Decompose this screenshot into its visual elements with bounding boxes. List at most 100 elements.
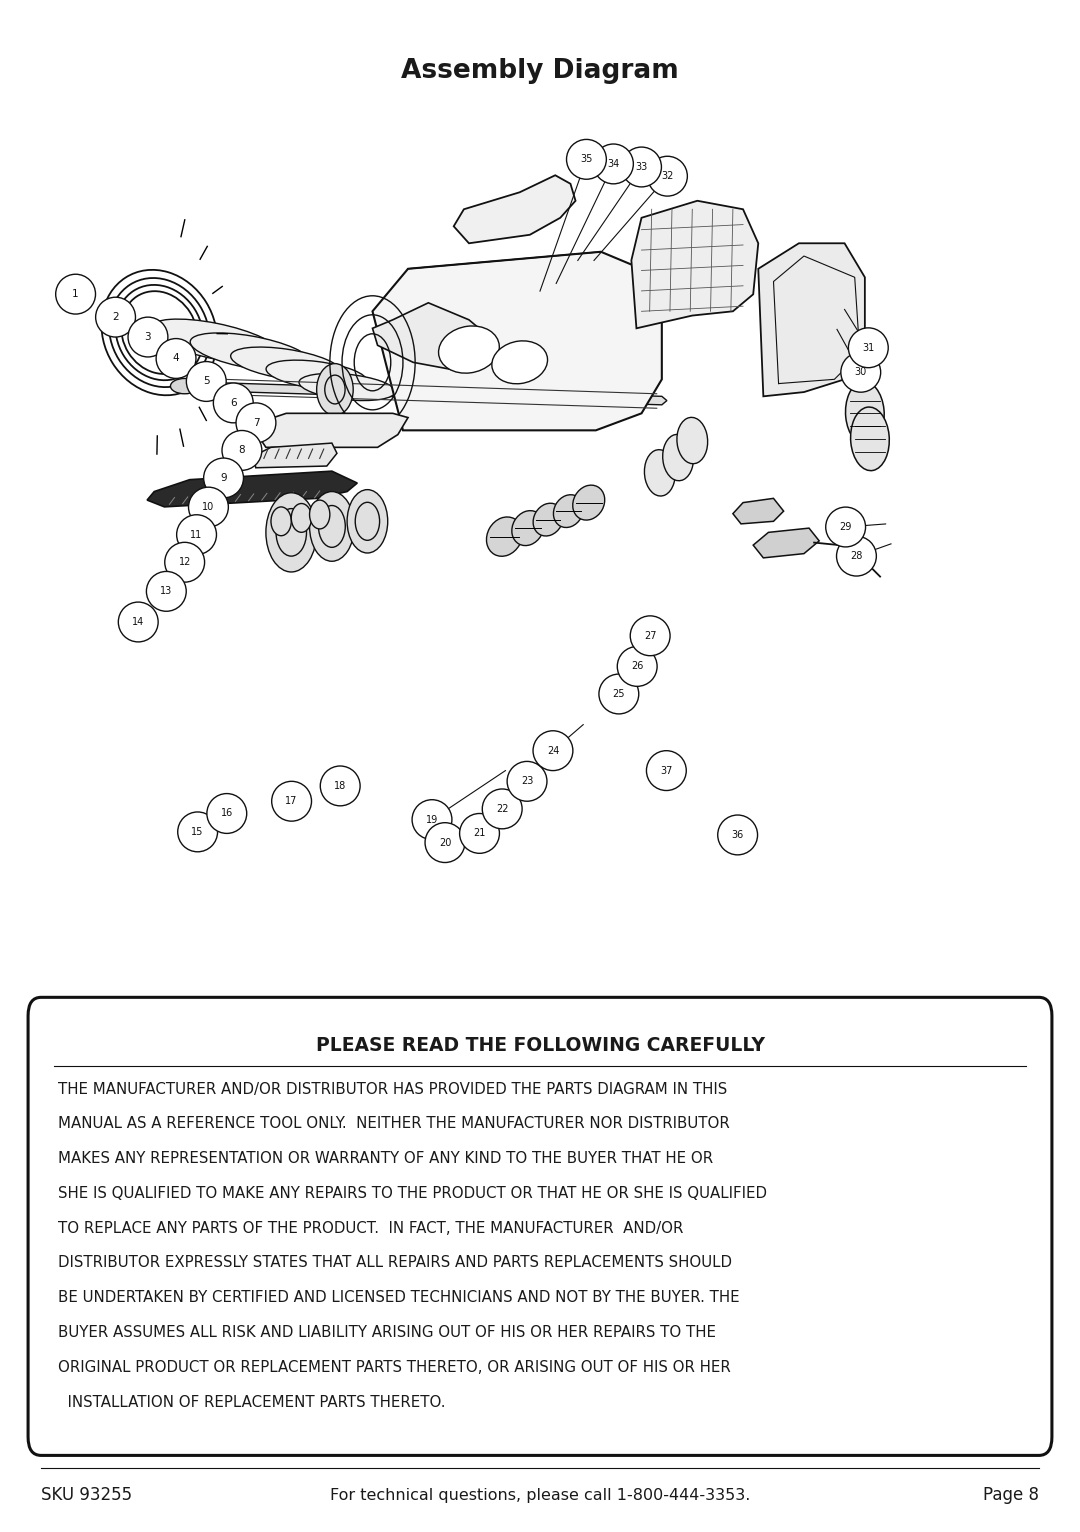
- Ellipse shape: [618, 647, 657, 686]
- Ellipse shape: [177, 515, 216, 555]
- Text: 1: 1: [72, 290, 79, 299]
- Polygon shape: [373, 303, 499, 371]
- Ellipse shape: [355, 502, 379, 541]
- Ellipse shape: [150, 319, 281, 363]
- Ellipse shape: [190, 332, 311, 371]
- Ellipse shape: [677, 417, 707, 464]
- Text: TO REPLACE ANY PARTS OF THE PRODUCT.  IN FACT, THE MANUFACTURER  AND/OR: TO REPLACE ANY PARTS OF THE PRODUCT. IN …: [58, 1221, 684, 1236]
- Text: 18: 18: [334, 781, 347, 791]
- Text: MANUAL AS A REFERENCE TOOL ONLY.  NEITHER THE MANUFACTURER NOR DISTRIBUTOR: MANUAL AS A REFERENCE TOOL ONLY. NEITHER…: [58, 1117, 730, 1131]
- Text: 29: 29: [839, 522, 852, 532]
- Text: 14: 14: [132, 617, 145, 627]
- Text: MAKES ANY REPRESENTATION OR WARRANTY OF ANY KIND TO THE BUYER THAT HE OR: MAKES ANY REPRESENTATION OR WARRANTY OF …: [58, 1151, 714, 1166]
- Circle shape: [292, 504, 311, 532]
- Circle shape: [316, 363, 353, 415]
- Text: 4: 4: [173, 354, 179, 363]
- Ellipse shape: [321, 766, 360, 806]
- Text: 21: 21: [473, 829, 486, 838]
- Text: Assembly Diagram: Assembly Diagram: [401, 58, 679, 84]
- Ellipse shape: [645, 450, 675, 496]
- Ellipse shape: [438, 326, 499, 374]
- Ellipse shape: [165, 542, 204, 582]
- Text: 13: 13: [160, 587, 173, 596]
- Polygon shape: [373, 251, 662, 430]
- Text: PLEASE READ THE FOLLOWING CAREFULLY: PLEASE READ THE FOLLOWING CAREFULLY: [315, 1036, 765, 1054]
- Text: DISTRIBUTOR EXPRESSLY STATES THAT ALL REPAIRS AND PARTS REPLACEMENTS SHOULD: DISTRIBUTOR EXPRESSLY STATES THAT ALL RE…: [58, 1256, 732, 1270]
- Circle shape: [325, 375, 346, 404]
- Ellipse shape: [718, 815, 757, 855]
- Text: 5: 5: [203, 377, 210, 386]
- Ellipse shape: [56, 274, 95, 314]
- Text: 12: 12: [178, 558, 191, 567]
- Ellipse shape: [508, 761, 546, 801]
- Ellipse shape: [157, 339, 195, 378]
- Ellipse shape: [486, 516, 523, 556]
- Text: 10: 10: [202, 502, 215, 512]
- Text: 27: 27: [644, 631, 657, 640]
- Ellipse shape: [851, 408, 889, 470]
- Ellipse shape: [147, 571, 186, 611]
- Circle shape: [271, 507, 292, 536]
- Ellipse shape: [222, 430, 261, 470]
- Ellipse shape: [266, 493, 316, 571]
- Text: 22: 22: [496, 804, 509, 813]
- Ellipse shape: [663, 435, 693, 481]
- Text: For technical questions, please call 1-800-444-3353.: For technical questions, please call 1-8…: [329, 1488, 751, 1503]
- Text: INSTALLATION OF REPLACEMENT PARTS THERETO.: INSTALLATION OF REPLACEMENT PARTS THERET…: [58, 1394, 446, 1409]
- Ellipse shape: [178, 812, 217, 852]
- Text: BE UNDERTAKEN BY CERTIFIED AND LICENSED TECHNICIANS AND NOT BY THE BUYER. THE: BE UNDERTAKEN BY CERTIFIED AND LICENSED …: [58, 1290, 740, 1305]
- Ellipse shape: [129, 317, 167, 357]
- Text: 17: 17: [285, 797, 298, 806]
- Text: BUYER ASSUMES ALL RISK AND LIABILITY ARISING OUT OF HIS OR HER REPAIRS TO THE: BUYER ASSUMES ALL RISK AND LIABILITY ARI…: [58, 1325, 716, 1340]
- Text: 20: 20: [438, 838, 451, 847]
- Ellipse shape: [594, 144, 633, 184]
- Text: 31: 31: [862, 343, 875, 352]
- Ellipse shape: [647, 751, 686, 791]
- Ellipse shape: [622, 147, 661, 187]
- Text: 35: 35: [580, 155, 593, 164]
- Text: 32: 32: [661, 172, 674, 181]
- Ellipse shape: [483, 789, 522, 829]
- Text: 24: 24: [546, 746, 559, 755]
- Text: 3: 3: [145, 332, 151, 342]
- Ellipse shape: [413, 800, 451, 840]
- Polygon shape: [758, 244, 865, 397]
- Polygon shape: [753, 529, 819, 558]
- Ellipse shape: [231, 348, 341, 381]
- Ellipse shape: [841, 352, 880, 392]
- Text: 2: 2: [112, 313, 119, 322]
- Ellipse shape: [272, 781, 311, 821]
- Text: 33: 33: [635, 162, 648, 172]
- Text: 16: 16: [220, 809, 233, 818]
- Circle shape: [310, 499, 329, 529]
- Text: 7: 7: [253, 418, 259, 427]
- Ellipse shape: [837, 536, 876, 576]
- Polygon shape: [733, 498, 784, 524]
- Text: 11: 11: [190, 530, 203, 539]
- Text: 19: 19: [426, 815, 438, 824]
- Ellipse shape: [189, 487, 228, 527]
- Ellipse shape: [631, 616, 670, 656]
- Ellipse shape: [460, 813, 499, 853]
- Text: THE MANUFACTURER AND/OR DISTRIBUTOR HAS PROVIDED THE PARTS DIAGRAM IN THIS: THE MANUFACTURER AND/OR DISTRIBUTOR HAS …: [58, 1082, 728, 1097]
- Text: 25: 25: [612, 689, 625, 699]
- Polygon shape: [183, 381, 667, 404]
- Ellipse shape: [237, 403, 275, 443]
- Ellipse shape: [534, 502, 563, 536]
- Text: 36: 36: [731, 830, 744, 840]
- Ellipse shape: [347, 490, 388, 553]
- Text: 23: 23: [521, 777, 534, 786]
- Text: 8: 8: [239, 446, 245, 455]
- Ellipse shape: [572, 486, 605, 519]
- Text: 26: 26: [631, 662, 644, 671]
- Ellipse shape: [849, 328, 888, 368]
- Ellipse shape: [426, 823, 464, 863]
- Ellipse shape: [96, 297, 135, 337]
- Text: 28: 28: [850, 552, 863, 561]
- Ellipse shape: [204, 458, 243, 498]
- Ellipse shape: [299, 374, 395, 400]
- Polygon shape: [147, 472, 357, 507]
- Ellipse shape: [599, 674, 638, 714]
- Ellipse shape: [648, 156, 687, 196]
- Ellipse shape: [553, 495, 583, 527]
